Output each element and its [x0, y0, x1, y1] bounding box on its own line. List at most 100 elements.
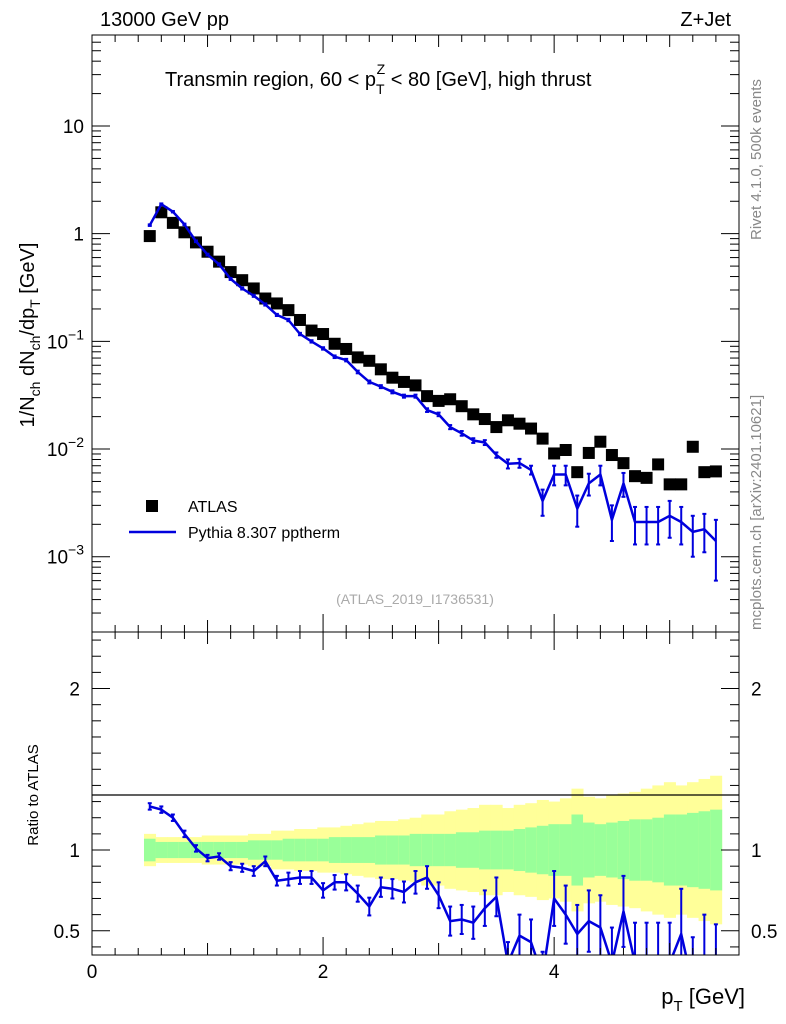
ratio-band-inner — [271, 840, 284, 860]
ratio-band-inner — [294, 838, 307, 862]
ratio-band-inner — [559, 824, 572, 876]
atlas-point — [201, 245, 214, 258]
ratio-band-inner — [675, 814, 688, 886]
legend-atlas-label: ATLAS — [188, 499, 238, 516]
ratio-band-inner — [432, 833, 445, 867]
atlas-point — [490, 421, 503, 434]
atlas-point — [571, 466, 584, 479]
ratio-band-inner — [340, 837, 353, 863]
main-y-label: 1/Nch dNch/dpT [GeV] — [17, 243, 43, 428]
ratio-y-tick-label: 2 — [69, 680, 80, 701]
atlas-point — [536, 432, 549, 445]
atlas-point — [293, 313, 306, 326]
ratio-band-inner — [455, 832, 468, 868]
ratio-y-label: Ratio to ATLAS — [25, 744, 42, 845]
atlas-point — [617, 457, 630, 470]
watermark: (ATLAS_2019_I1736531) — [336, 591, 494, 607]
ratio-axis-ticks — [91, 632, 740, 955]
atlas-point — [467, 408, 480, 421]
ratio-band-inner — [398, 835, 411, 865]
pythia-series-line — [148, 202, 717, 542]
ratio-band-inner — [617, 820, 630, 880]
ratio-band-inner — [178, 841, 191, 859]
ratio-band-inner — [236, 841, 249, 859]
ratio-frame — [91, 631, 740, 956]
ratio-band-inner — [710, 809, 723, 891]
ratio-band-inner — [375, 835, 388, 865]
ratio-band-inner — [155, 841, 168, 859]
ratio-y-tick-label: 1 — [69, 841, 80, 862]
atlas-point — [629, 470, 642, 483]
atlas-point — [328, 337, 341, 350]
atlas-point — [605, 449, 618, 462]
ratio-band-inner — [583, 822, 596, 878]
ratio-band-inner — [444, 833, 457, 867]
ratio-band-inner — [479, 830, 492, 870]
atlas-point — [317, 328, 330, 341]
legend: ATLAS Pythia 8.307 pptherm — [129, 499, 340, 542]
ratio-y-tick-label-right: 1 — [751, 841, 762, 862]
atlas-point — [397, 375, 410, 388]
ratio-band-inner — [687, 812, 700, 888]
x-tick-label: 4 — [549, 962, 560, 983]
ratio-band-inner — [201, 841, 214, 859]
ratio-y-tick-label-right: 2 — [751, 680, 762, 701]
legend-pythia-label: Pythia 8.307 pptherm — [188, 525, 340, 542]
ratio-plot: 0.5 0.5 1 1 2 2 0 2 4 Ratio to ATLAS pT [GeV] — [25, 631, 778, 1015]
atlas-point — [351, 351, 364, 364]
ratio-band-inner — [305, 838, 318, 862]
atlas-point — [698, 466, 711, 479]
atlas-point — [652, 458, 665, 471]
atlas-point — [409, 379, 422, 392]
atlas-point — [675, 478, 688, 491]
ratio-band-inner — [282, 838, 295, 862]
ratio-band-inner — [421, 833, 434, 867]
ratio-band-inner — [224, 841, 237, 859]
atlas-point — [421, 390, 434, 403]
main-axis-ticks — [91, 34, 740, 633]
ratio-band-inner — [698, 811, 711, 889]
atlas-point — [582, 446, 595, 459]
ratio-band-inner — [167, 841, 180, 859]
ratio-band-inner — [652, 817, 665, 883]
ratio-band-inner — [213, 841, 226, 859]
atlas-point — [236, 274, 249, 287]
atlas-point — [282, 304, 295, 317]
ratio-band-inner — [513, 829, 526, 872]
main-y-tick-labels: 10−3 10−2 10−1 1 10 — [47, 117, 84, 569]
main-data-layer — [143, 202, 722, 582]
ratio-band-inner — [351, 837, 365, 863]
atlas-point — [340, 342, 353, 355]
ratio-band-inner — [629, 819, 642, 881]
atlas-point — [501, 414, 514, 427]
atlas-point — [444, 393, 457, 406]
atlas-point — [363, 354, 376, 367]
atlas-point — [663, 478, 676, 491]
atlas-point — [686, 440, 699, 453]
ratio-band-inner — [317, 838, 330, 862]
ratio-tick-labels: 0.5 0.5 1 1 2 2 0 2 4 — [54, 680, 778, 983]
header-right: Z+Jet — [680, 9, 731, 31]
ratio-band-inner — [409, 833, 422, 867]
main-frame — [91, 34, 740, 633]
ratio-band-inner — [548, 824, 561, 876]
atlas-point — [455, 400, 468, 413]
ratio-band-inner — [525, 827, 538, 873]
ratio-band-inner — [259, 840, 272, 860]
atlas-point — [166, 216, 179, 229]
legend-atlas-marker — [146, 500, 158, 512]
atlas-point — [432, 394, 445, 407]
ratio-y-tick-label-right: 0.5 — [751, 922, 777, 943]
side-label-top: Rivet 4.1.0, 500k events — [748, 79, 765, 240]
ratio-band-inner — [328, 837, 341, 863]
header-left: 13000 GeV pp — [100, 9, 229, 31]
atlas-point — [213, 255, 226, 268]
ratio-band-inner — [571, 814, 584, 886]
ratio-band-inner — [386, 835, 399, 865]
ratio-y-tick-label: 0.5 — [54, 922, 80, 943]
main-y-tick-label: 10 — [63, 117, 84, 138]
main-y-tick-label: 10−2 — [47, 434, 84, 461]
main-y-tick-label: 10−3 — [47, 542, 84, 569]
x-tick-label: 2 — [318, 962, 329, 983]
